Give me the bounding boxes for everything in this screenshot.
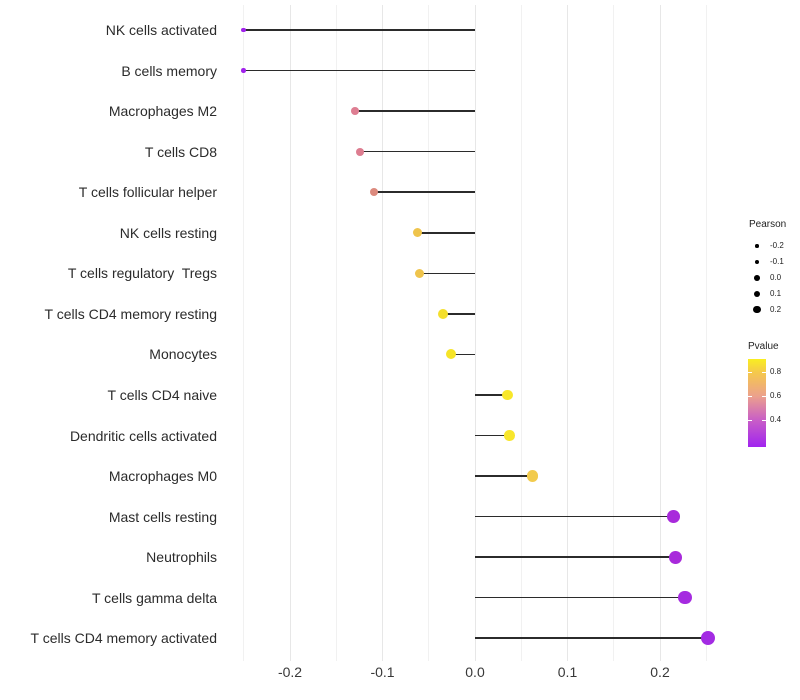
- stem: [475, 515, 674, 518]
- stem: [450, 353, 475, 356]
- stem: [475, 556, 676, 558]
- legend-size-label: 0.0: [770, 272, 782, 282]
- gridline-minor: [335, 5, 337, 661]
- colorbar-tick-right: [762, 372, 766, 374]
- legend-size-dot: [755, 244, 759, 248]
- colorbar-tick-label: 0.8: [770, 367, 782, 377]
- gridline-minor: [705, 5, 707, 661]
- category-label: T cells regulatory Tregs: [67, 265, 217, 282]
- data-point-dot: [241, 68, 247, 73]
- colorbar-tick-left: [748, 419, 752, 421]
- category-label: Neutrophils: [146, 549, 217, 566]
- pvalue-gradient-bar: [748, 359, 766, 447]
- data-point-dot: [678, 591, 692, 605]
- gridline-minor: [613, 5, 615, 661]
- x-tick-label: -0.1: [370, 664, 395, 680]
- stem: [475, 394, 508, 396]
- category-label: Monocytes: [149, 346, 217, 363]
- legend-size-dot: [753, 306, 761, 314]
- gridline-minor: [428, 5, 430, 661]
- legend-pearson-title: Pearson: [749, 219, 787, 230]
- colorbar-tick-left: [748, 372, 752, 374]
- legend-size-label: 0.1: [770, 288, 782, 298]
- legend-size-dot: [754, 259, 760, 265]
- category-label: T cells follicular helper: [78, 184, 217, 201]
- stem: [419, 272, 475, 275]
- stem: [360, 150, 475, 153]
- legend-size-label: 0.2: [770, 304, 782, 314]
- data-point-dot: [356, 147, 365, 156]
- colorbar-tick-label: 0.6: [770, 390, 782, 400]
- category-label: Macrophages M0: [108, 468, 217, 485]
- data-point-dot: [369, 188, 379, 197]
- data-point-dot: [669, 550, 683, 564]
- gridline-major: [474, 5, 476, 661]
- stem: [417, 231, 475, 234]
- x-tick-label: 0.0: [465, 664, 485, 680]
- gridline-minor: [243, 5, 245, 661]
- category-label: T cells CD4 naive: [107, 386, 217, 403]
- stem: [475, 475, 533, 477]
- data-point-dot: [503, 430, 515, 441]
- category-label: T cells CD4 memory activated: [30, 630, 217, 647]
- category-label: NK cells activated: [105, 22, 217, 38]
- stem: [442, 313, 475, 315]
- gridline-major: [659, 5, 661, 661]
- legend-size-label: -0.2: [770, 241, 784, 250]
- data-point-dot: [445, 349, 456, 360]
- stem: [475, 637, 709, 640]
- x-tick-label: 0.2: [650, 664, 670, 680]
- category-label: T cells CD4 memory resting: [44, 305, 217, 322]
- stem: [243, 29, 475, 31]
- x-tick-label: 0.1: [557, 664, 578, 680]
- gridline-minor: [520, 5, 522, 661]
- category-label: T cells gamma delta: [91, 589, 217, 606]
- legend-pvalue-title: Pvalue: [748, 341, 779, 352]
- gridline-major: [382, 5, 383, 661]
- data-point-dot: [412, 228, 423, 238]
- data-point-dot: [701, 631, 716, 646]
- category-label: Macrophages M2: [108, 103, 217, 120]
- stem: [475, 596, 685, 599]
- category-label: T cells CD8: [144, 143, 217, 160]
- data-point-dot: [667, 510, 681, 523]
- data-point-dot: [502, 389, 513, 401]
- stem: [354, 110, 475, 112]
- stem: [374, 191, 475, 193]
- category-label: Dendritic cells activated: [69, 427, 217, 444]
- colorbar-tick-left: [748, 395, 752, 397]
- stem: [475, 434, 510, 437]
- data-point-dot: [437, 308, 448, 319]
- legend-size-label: -0.1: [770, 256, 784, 266]
- data-point-dot: [526, 470, 538, 482]
- colorbar-tick-right: [762, 419, 766, 421]
- category-label: NK cells resting: [119, 224, 217, 241]
- gridline-major: [567, 5, 568, 661]
- category-label: B cells memory: [121, 62, 217, 79]
- stem: [243, 69, 475, 72]
- gridline-major: [289, 5, 291, 661]
- data-point-dot: [414, 268, 425, 279]
- data-point-dot: [350, 107, 359, 115]
- colorbar-tick-right: [762, 395, 766, 397]
- legend-size-dot: [754, 274, 760, 281]
- category-label: Mast cells resting: [108, 508, 217, 525]
- x-tick-label: -0.2: [277, 664, 303, 680]
- legend-size-dot: [753, 290, 761, 297]
- colorbar-tick-label: 0.4: [770, 414, 782, 424]
- data-point-dot: [241, 27, 247, 33]
